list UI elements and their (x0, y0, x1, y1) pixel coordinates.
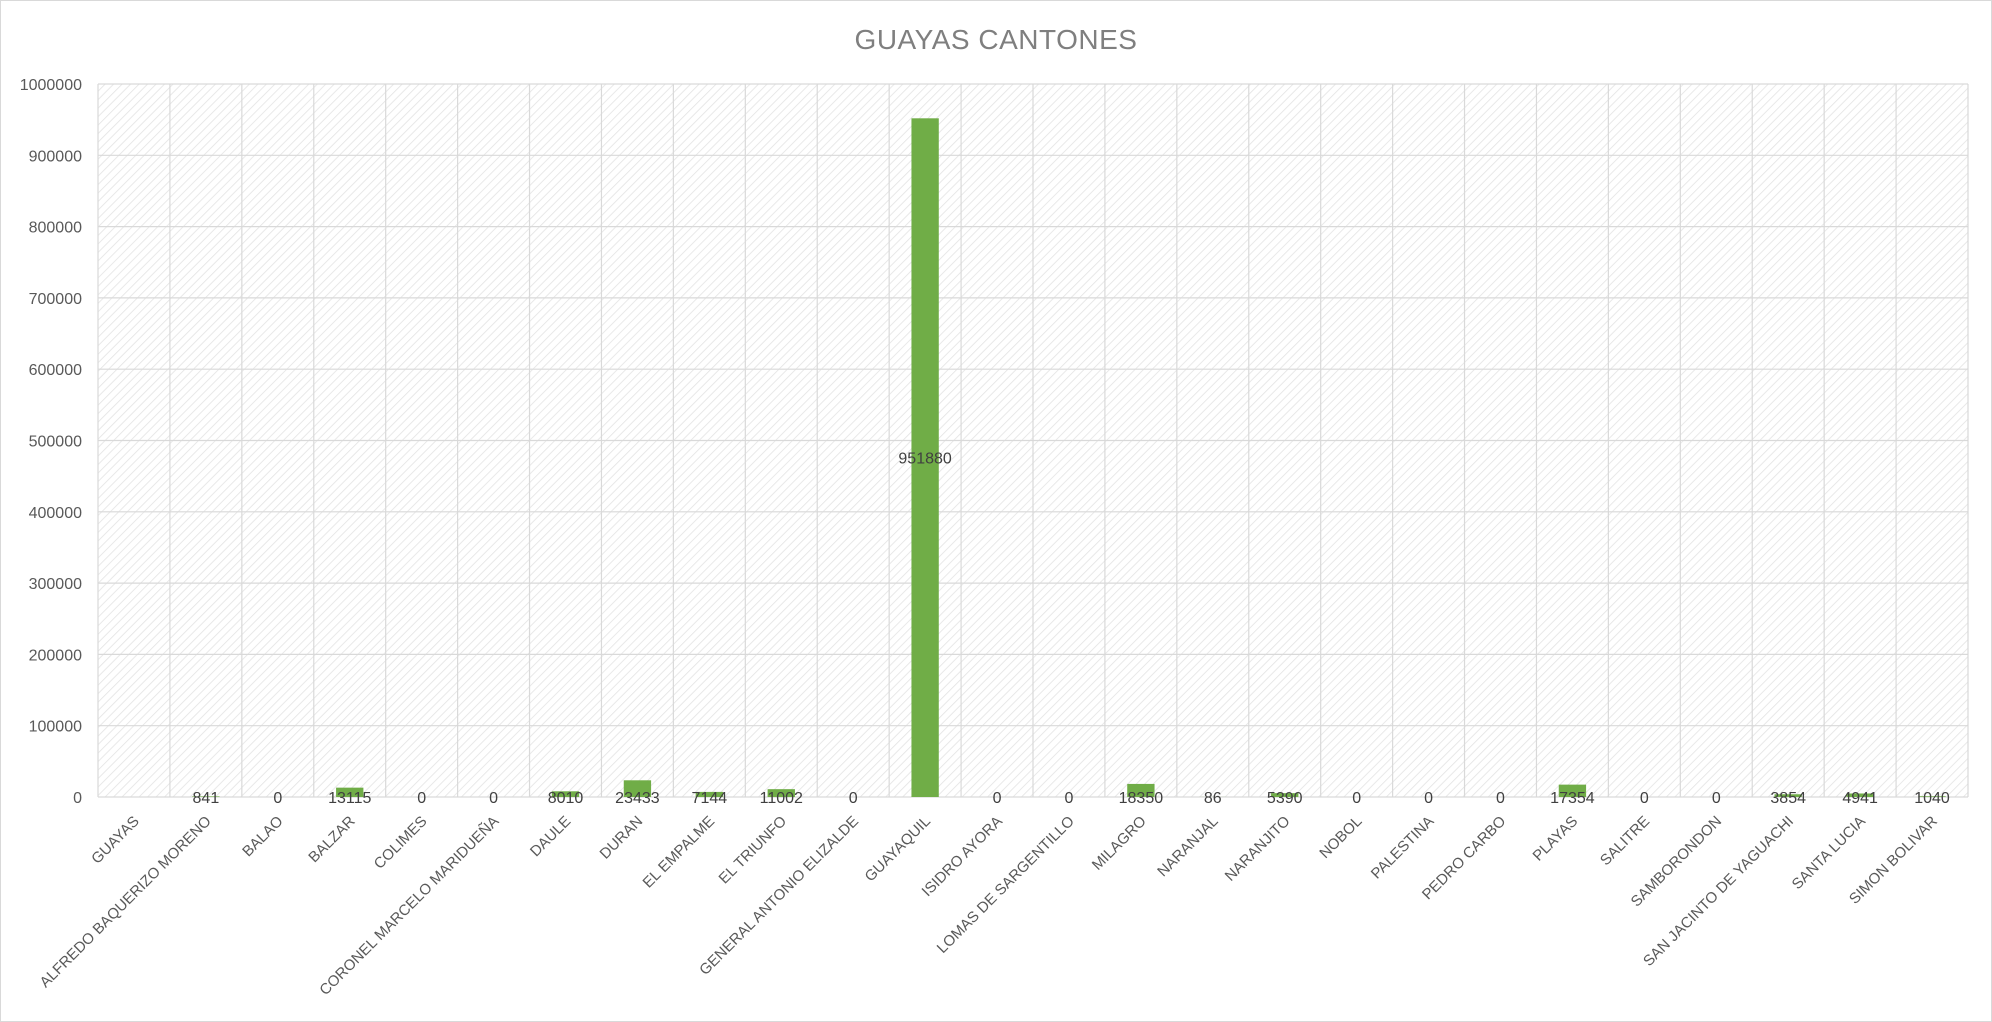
x-tick-label: SAN JACINTO DE YAGUACHI (1640, 813, 1797, 970)
data-label: 0 (993, 790, 1002, 807)
x-tick-label: BALZAR (305, 813, 358, 866)
data-label: 951880 (898, 451, 951, 468)
data-label: 11002 (760, 790, 803, 807)
y-tick-label: 200000 (29, 647, 82, 664)
x-tick-label: GUAYAQUIL (862, 813, 934, 885)
data-label: 8010 (548, 790, 584, 807)
x-tick-label: NARANJAL (1154, 813, 1221, 880)
data-label: 0 (1712, 790, 1721, 807)
bar-playas (1558, 784, 1587, 797)
data-label: 17354 (1550, 790, 1595, 807)
x-tick-label: SANTA LUCIA (1789, 813, 1869, 893)
bar-el-triunfo (767, 789, 795, 797)
data-label: 7144 (692, 790, 728, 807)
bar-simon-bolivar (1918, 796, 1946, 797)
y-tick-label: 900000 (29, 148, 82, 165)
x-tick-label: GUAYAS (88, 813, 143, 868)
y-tick-label: 300000 (29, 576, 82, 593)
bar-naranjito (1271, 793, 1299, 797)
bar-santa-lucia (1846, 793, 1874, 797)
data-label: 5390 (1267, 790, 1303, 807)
bar-san-jacinto-de-yaguachi (1774, 794, 1802, 797)
data-label: 3854 (1770, 790, 1806, 807)
data-label: 0 (1065, 790, 1074, 807)
x-tick-label: NARANJITO (1222, 813, 1294, 885)
bar-balzar (336, 787, 364, 797)
bar-milagro (1127, 783, 1155, 797)
data-label: 4941 (1842, 790, 1878, 807)
x-tick-label: NOBOL (1316, 813, 1365, 862)
chart-title: GUAYAS CANTONES (855, 24, 1138, 55)
data-label: 1040 (1914, 790, 1950, 807)
y-tick-label: 500000 (29, 434, 82, 451)
bar-daule (551, 791, 580, 797)
x-tick-label: GENERAL ANTONIO ELIZALDE (696, 813, 862, 979)
x-tick-label: EL EMPALME (640, 813, 719, 892)
data-label: 0 (1424, 790, 1433, 807)
x-tick-label: EL TRIUNFO (716, 813, 791, 888)
data-label: 18350 (1119, 790, 1164, 807)
x-tick-label: DURAN (597, 813, 647, 863)
y-tick-label: 800000 (29, 220, 82, 237)
gridlines (97, 83, 1969, 798)
data-label: 13115 (328, 790, 371, 807)
data-label: 0 (417, 790, 426, 807)
data-label: 0 (273, 790, 282, 807)
bar-duran (623, 780, 652, 797)
data-label: 0 (489, 790, 498, 807)
data-label: 841 (193, 790, 220, 807)
data-labels: 841 0 13115 0 0 8010 23433 7144 11002 0 951880 0 0 18… (193, 451, 1950, 807)
data-label: 0 (1352, 790, 1361, 807)
data-label: 0 (1496, 790, 1505, 807)
bar-alfredo-baquerizo-moreno (192, 796, 220, 797)
x-tick-label: DAULE (527, 813, 574, 860)
x-tick-label: PLAYAS (1530, 813, 1582, 865)
y-tick-label: 1000000 (20, 77, 82, 94)
x-tick-label: LOMAS DE SARGENTILLO (934, 813, 1078, 957)
bars (192, 118, 1946, 797)
data-label: 0 (849, 790, 858, 807)
bar-el-empalme (695, 791, 724, 797)
y-tick-label: 600000 (29, 362, 82, 379)
y-tick-label: 0 (73, 790, 82, 807)
x-tick-label: MILAGRO (1089, 813, 1150, 874)
data-label: 86 (1204, 790, 1222, 807)
x-tick-label: PALESTINA (1368, 813, 1438, 883)
bar-guayaquil (911, 118, 939, 797)
y-axis: 0 100000 200000 300000 400000 500000 600000 700… (20, 77, 82, 807)
x-tick-label: COLIMES (371, 813, 431, 873)
y-tick-label: 100000 (29, 719, 82, 736)
y-tick-label: 700000 (29, 291, 82, 308)
data-label: 0 (1640, 790, 1649, 807)
data-label: 23433 (615, 790, 660, 807)
y-tick-label: 400000 (29, 505, 82, 522)
x-tick-label: SALITRE (1597, 813, 1653, 869)
x-tick-label: BALAO (239, 813, 286, 860)
